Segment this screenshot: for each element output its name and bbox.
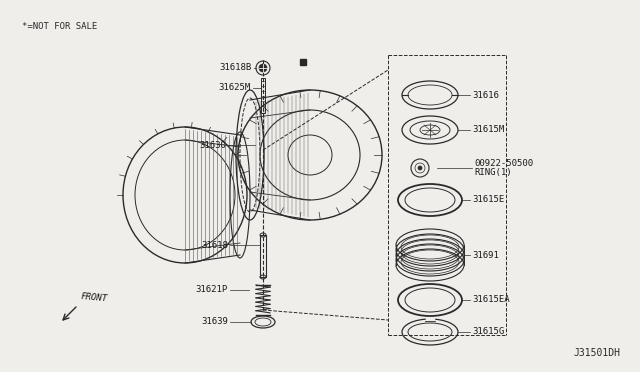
Text: J31501DH: J31501DH <box>573 348 620 358</box>
Text: FRONT: FRONT <box>80 292 108 303</box>
Text: *=NOT FOR SALE: *=NOT FOR SALE <box>22 22 97 31</box>
Text: 31621P: 31621P <box>196 285 228 295</box>
Text: 31615M: 31615M <box>472 125 504 135</box>
Bar <box>260 235 266 277</box>
Text: 31615EA: 31615EA <box>472 295 509 305</box>
Text: 31615E: 31615E <box>472 196 504 205</box>
Text: 31615G: 31615G <box>472 327 504 337</box>
Text: 31625M: 31625M <box>219 83 251 93</box>
Text: RING(1): RING(1) <box>474 169 511 177</box>
Text: 31691: 31691 <box>472 250 499 260</box>
Text: 00922-50500: 00922-50500 <box>474 158 533 167</box>
Text: 31639: 31639 <box>201 317 228 327</box>
Text: 31616: 31616 <box>472 90 499 99</box>
Text: 31618: 31618 <box>201 241 228 250</box>
Circle shape <box>259 64 267 72</box>
Text: 31630: 31630 <box>199 141 226 150</box>
Text: 31618B: 31618B <box>220 64 252 73</box>
Circle shape <box>418 166 422 170</box>
Bar <box>261 78 265 113</box>
